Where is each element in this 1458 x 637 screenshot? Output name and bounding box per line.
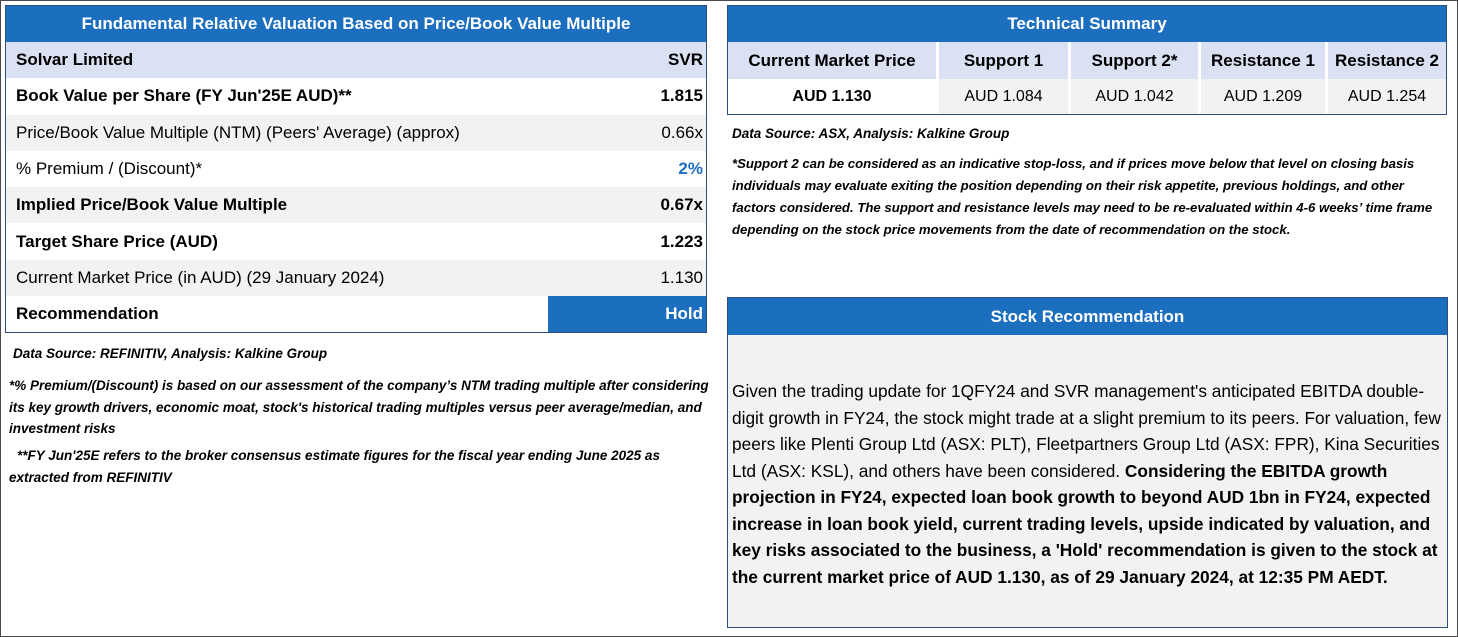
technical-value: AUD 1.209 xyxy=(1201,79,1325,114)
row-label: Target Share Price (AUD) xyxy=(16,231,218,251)
technical-source: Data Source: ASX, Analysis: Kalkine Grou… xyxy=(732,126,1010,141)
stock-recommendation: Stock Recommendation Given the trading u… xyxy=(727,297,1448,628)
row-value: 1.223 xyxy=(660,231,703,251)
valuation-header-row: Solvar Limited SVR xyxy=(6,42,706,79)
table-row: Implied Price/Book Value Multiple 0.67x xyxy=(6,187,706,224)
row-label: Recommendation xyxy=(16,304,159,324)
valuation-table: Fundamental Relative Valuation Based on … xyxy=(5,5,707,334)
valuation-note-fy: **FY Jun'25E refers to the broker consen… xyxy=(9,448,660,485)
technical-header: Support 1 xyxy=(939,42,1068,79)
technical-value: AUD 1.042 xyxy=(1071,79,1198,114)
technical-summary: Technical Summary Current Market Price S… xyxy=(727,5,1447,115)
row-value: 0.66x xyxy=(661,122,703,142)
row-label: Implied Price/Book Value Multiple xyxy=(16,195,288,215)
recommendation-text-bold: Considering the EBITDA growth projection… xyxy=(732,460,1438,587)
recommendation-body: Given the trading update for 1QFY24 and … xyxy=(732,378,1444,590)
company-name: Solvar Limited xyxy=(16,50,134,70)
row-label: Current Market Price (in AUD) (29 Januar… xyxy=(16,267,385,287)
table-row: Price/Book Value Multiple (NTM) (Peers' … xyxy=(6,114,706,151)
technical-value: AUD 1.254 xyxy=(1328,79,1446,114)
recommendation-row: Recommendation Hold xyxy=(6,296,706,333)
valuation-title: Fundamental Relative Valuation Based on … xyxy=(6,6,706,42)
table-row: Target Share Price (AUD) 1.223 xyxy=(6,223,706,259)
technical-header: Support 2* xyxy=(1071,42,1198,79)
row-value: 1.130 xyxy=(660,267,703,287)
technical-header: Resistance 2 xyxy=(1328,42,1446,79)
recommendation-text: Given the trading update for 1QFY24 and … xyxy=(732,381,1441,481)
premium-value: 2% xyxy=(678,159,703,179)
technical-title: Technical Summary xyxy=(728,6,1446,42)
technical-value: AUD 1.130 xyxy=(728,79,936,114)
ticker: SVR xyxy=(668,50,703,70)
table-row: Book Value per Share (FY Jun'25E AUD)** … xyxy=(6,78,706,114)
row-label: Price/Book Value Multiple (NTM) (Peers' … xyxy=(16,122,460,142)
row-label: % Premium / (Discount)* xyxy=(16,159,203,179)
recommendation-title: Stock Recommendation xyxy=(728,298,1447,335)
recommendation-badge: Hold xyxy=(548,296,706,333)
table-row: Current Market Price (in AUD) (29 Januar… xyxy=(6,259,706,297)
valuation-source: Data Source: REFINITIV, Analysis: Kalkin… xyxy=(13,346,328,361)
technical-header: Resistance 1 xyxy=(1201,42,1325,79)
technical-value: AUD 1.084 xyxy=(939,79,1068,114)
table-row: % Premium / (Discount)* 2% xyxy=(6,151,706,187)
row-label: Book Value per Share (FY Jun'25E AUD)** xyxy=(16,86,352,106)
technical-note: *Support 2 can be considered as an indic… xyxy=(732,156,1433,237)
row-value: 0.67x xyxy=(660,195,703,215)
valuation-note-premium: *% Premium/(Discount) is based on our as… xyxy=(9,378,709,436)
row-value: 1.815 xyxy=(660,86,703,106)
technical-header: Current Market Price xyxy=(728,42,936,79)
technical-grid: Current Market Price Support 1 Support 2… xyxy=(728,42,1446,114)
